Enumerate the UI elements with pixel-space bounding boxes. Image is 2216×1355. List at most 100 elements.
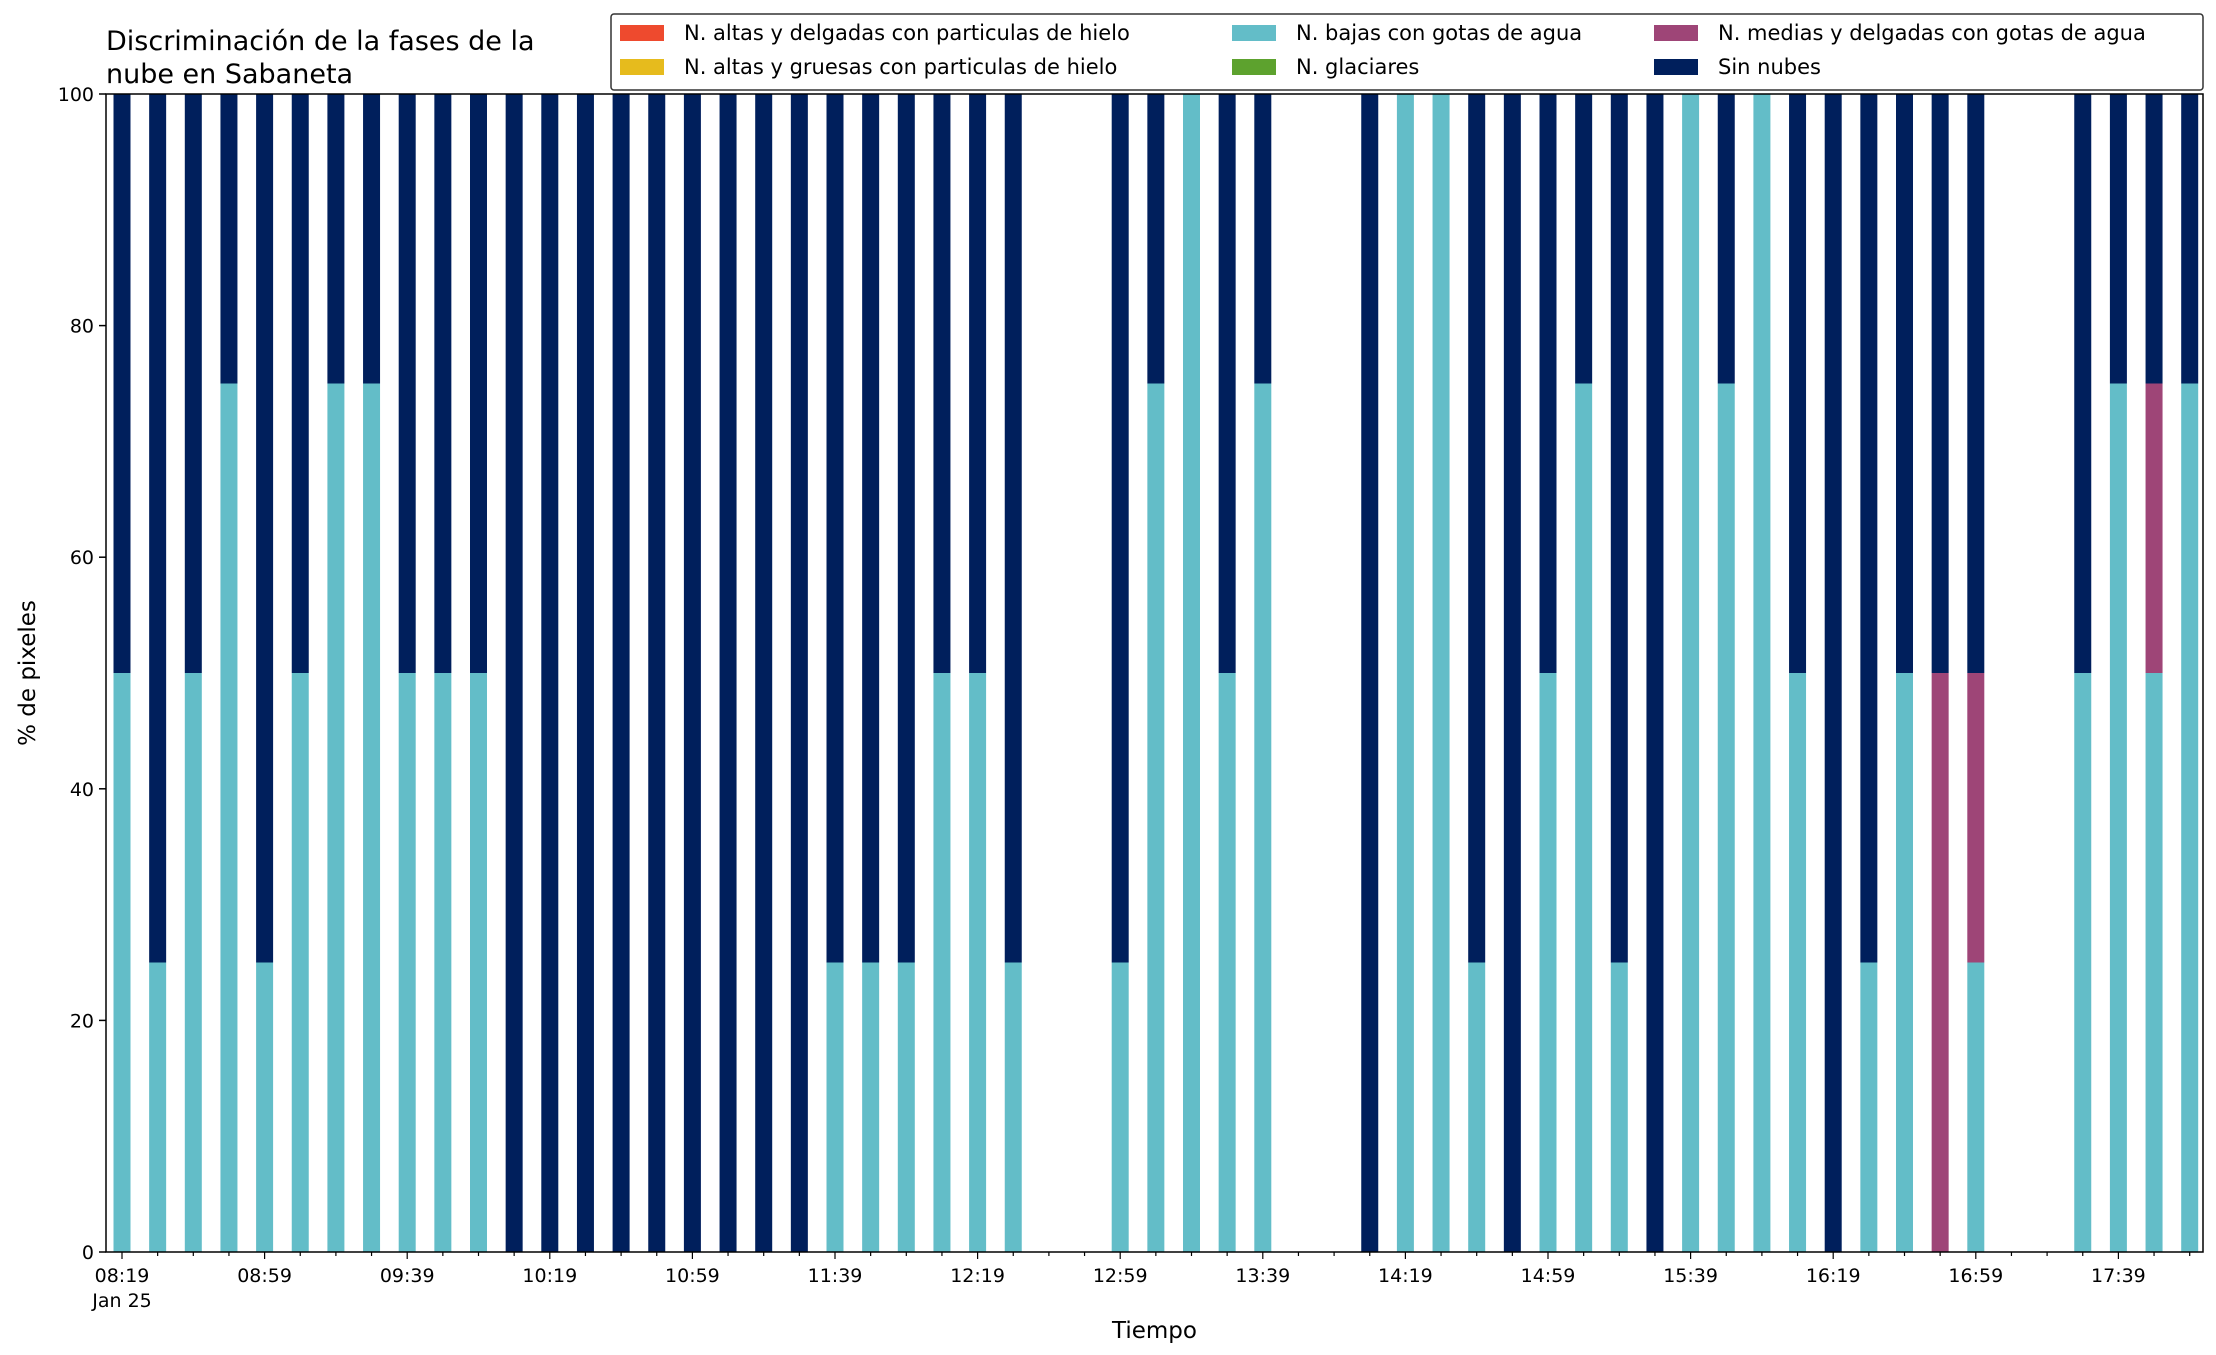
y-tick-label: 80 [70, 316, 94, 338]
bar-segment [1896, 673, 1913, 1252]
bar-segment [149, 962, 167, 1252]
bar-segment [897, 962, 915, 1252]
x-tick-label: 11:39 [808, 1265, 863, 1287]
bar-segment [1824, 94, 1842, 1252]
x-tick-label: 17:39 [2091, 1265, 2146, 1287]
x-tick-label: 16:59 [1948, 1265, 2003, 1287]
bar-segment [2181, 383, 2199, 1252]
y-tick-label: 60 [70, 547, 94, 569]
x-date-label: Jan 25 [91, 1290, 152, 1312]
bar-segment [648, 94, 666, 1252]
bar-segment [755, 94, 773, 1252]
bar-segment [327, 94, 345, 384]
bar-segment [1682, 94, 1700, 1252]
bar-segment [933, 673, 951, 1252]
bar-segment [2145, 383, 2163, 673]
bar-segment [1753, 94, 1771, 1252]
bar-segment [862, 94, 880, 963]
legend-swatch [620, 25, 664, 41]
bar-segment [1610, 94, 1628, 963]
bar-segment [2109, 94, 2127, 384]
legend-swatch [1654, 25, 1698, 41]
bar-segment [612, 94, 630, 1252]
bar-segment [862, 962, 880, 1252]
bar-segment [434, 94, 452, 673]
bar-segment [1111, 94, 1129, 963]
bar-segment [1468, 962, 1486, 1252]
bar-segment [434, 673, 452, 1252]
bar-segment [1432, 94, 1450, 1252]
bar-segment [576, 94, 594, 1252]
bar-segment [184, 673, 202, 1252]
bar-segment [1967, 962, 1985, 1252]
bar-segment [1254, 383, 1272, 1252]
bars-group [113, 94, 2199, 1252]
bar-segment [1396, 94, 1414, 1252]
legend-label: N. glaciares [1296, 55, 1419, 79]
bar-segment [969, 94, 987, 673]
bar-segment [969, 673, 987, 1252]
x-tick-label: 13:39 [1235, 1265, 1290, 1287]
chart-title: Discriminación de la fases de la nube en… [106, 26, 543, 90]
bar-segment [398, 94, 416, 673]
chart-title-line-2: nube en Sabaneta [106, 59, 353, 90]
bar-segment [113, 673, 131, 1252]
x-axis-label: Tiempo [1111, 1318, 1197, 1344]
bar-segment [683, 94, 701, 1252]
bar-segment [826, 94, 844, 963]
bar-segment [470, 673, 487, 1252]
bar-segment [220, 383, 238, 1252]
bar-segment [505, 94, 523, 1252]
bar-segment [1860, 962, 1878, 1252]
x-tick-label: 14:19 [1378, 1265, 1433, 1287]
bar-segment [897, 94, 915, 963]
bar-segment [2074, 673, 2092, 1252]
y-axis: 0 20 40 60 80 100 [58, 84, 106, 1264]
y-tick-label: 20 [70, 1010, 94, 1032]
bar-segment [790, 94, 808, 1252]
y-axis-label: % de pixeles [15, 600, 41, 746]
bar-segment [933, 94, 951, 673]
bar-segment [291, 673, 309, 1252]
x-tick-label: 15:39 [1663, 1265, 1718, 1287]
bar-segment [826, 962, 844, 1252]
bar-segment [1111, 962, 1129, 1252]
bar-segment [1004, 94, 1022, 963]
legend-frame [610, 13, 2204, 91]
bar-segment [1646, 94, 1664, 1252]
bar-segment [1575, 94, 1593, 384]
bar-segment [363, 94, 381, 384]
x-tick-label: 10:59 [665, 1265, 720, 1287]
y-tick-label: 100 [58, 84, 94, 106]
y-tick-label: 40 [70, 779, 94, 801]
bar-segment [1789, 94, 1807, 673]
bar-segment [113, 94, 131, 673]
legend-swatch [1232, 59, 1276, 75]
bar-segment [1931, 94, 1949, 673]
legend-label: N. bajas con gotas de agua [1296, 21, 1582, 45]
legend-label: N. medias y delgadas con gotas de agua [1718, 21, 2146, 45]
bar-segment [1468, 94, 1486, 963]
legend-label: N. altas y delgadas con particulas de hi… [684, 21, 1130, 45]
x-tick-label: 12:19 [950, 1265, 1005, 1287]
x-tick-label: 16:19 [1806, 1265, 1861, 1287]
legend-swatch [620, 59, 664, 75]
bar-segment [1539, 673, 1557, 1252]
bar-segment [2074, 94, 2092, 673]
legend-swatch [1232, 25, 1276, 41]
bar-segment [1004, 962, 1022, 1252]
bar-segment [1539, 94, 1557, 673]
bar-segment [2109, 383, 2127, 1252]
bar-segment [256, 962, 274, 1252]
bar-segment [398, 673, 416, 1252]
bar-segment [1789, 673, 1807, 1252]
bar-segment [470, 94, 487, 673]
bar-segment [184, 94, 202, 673]
bar-segment [541, 94, 559, 1252]
bar-segment [1967, 673, 1985, 963]
bar-segment [1610, 962, 1628, 1252]
chart-title-line-1: Discriminación de la fases de la [106, 26, 535, 57]
legend: N. altas y delgadas con particulas de hi… [610, 13, 2204, 91]
x-tick-label: 09:39 [380, 1265, 435, 1287]
